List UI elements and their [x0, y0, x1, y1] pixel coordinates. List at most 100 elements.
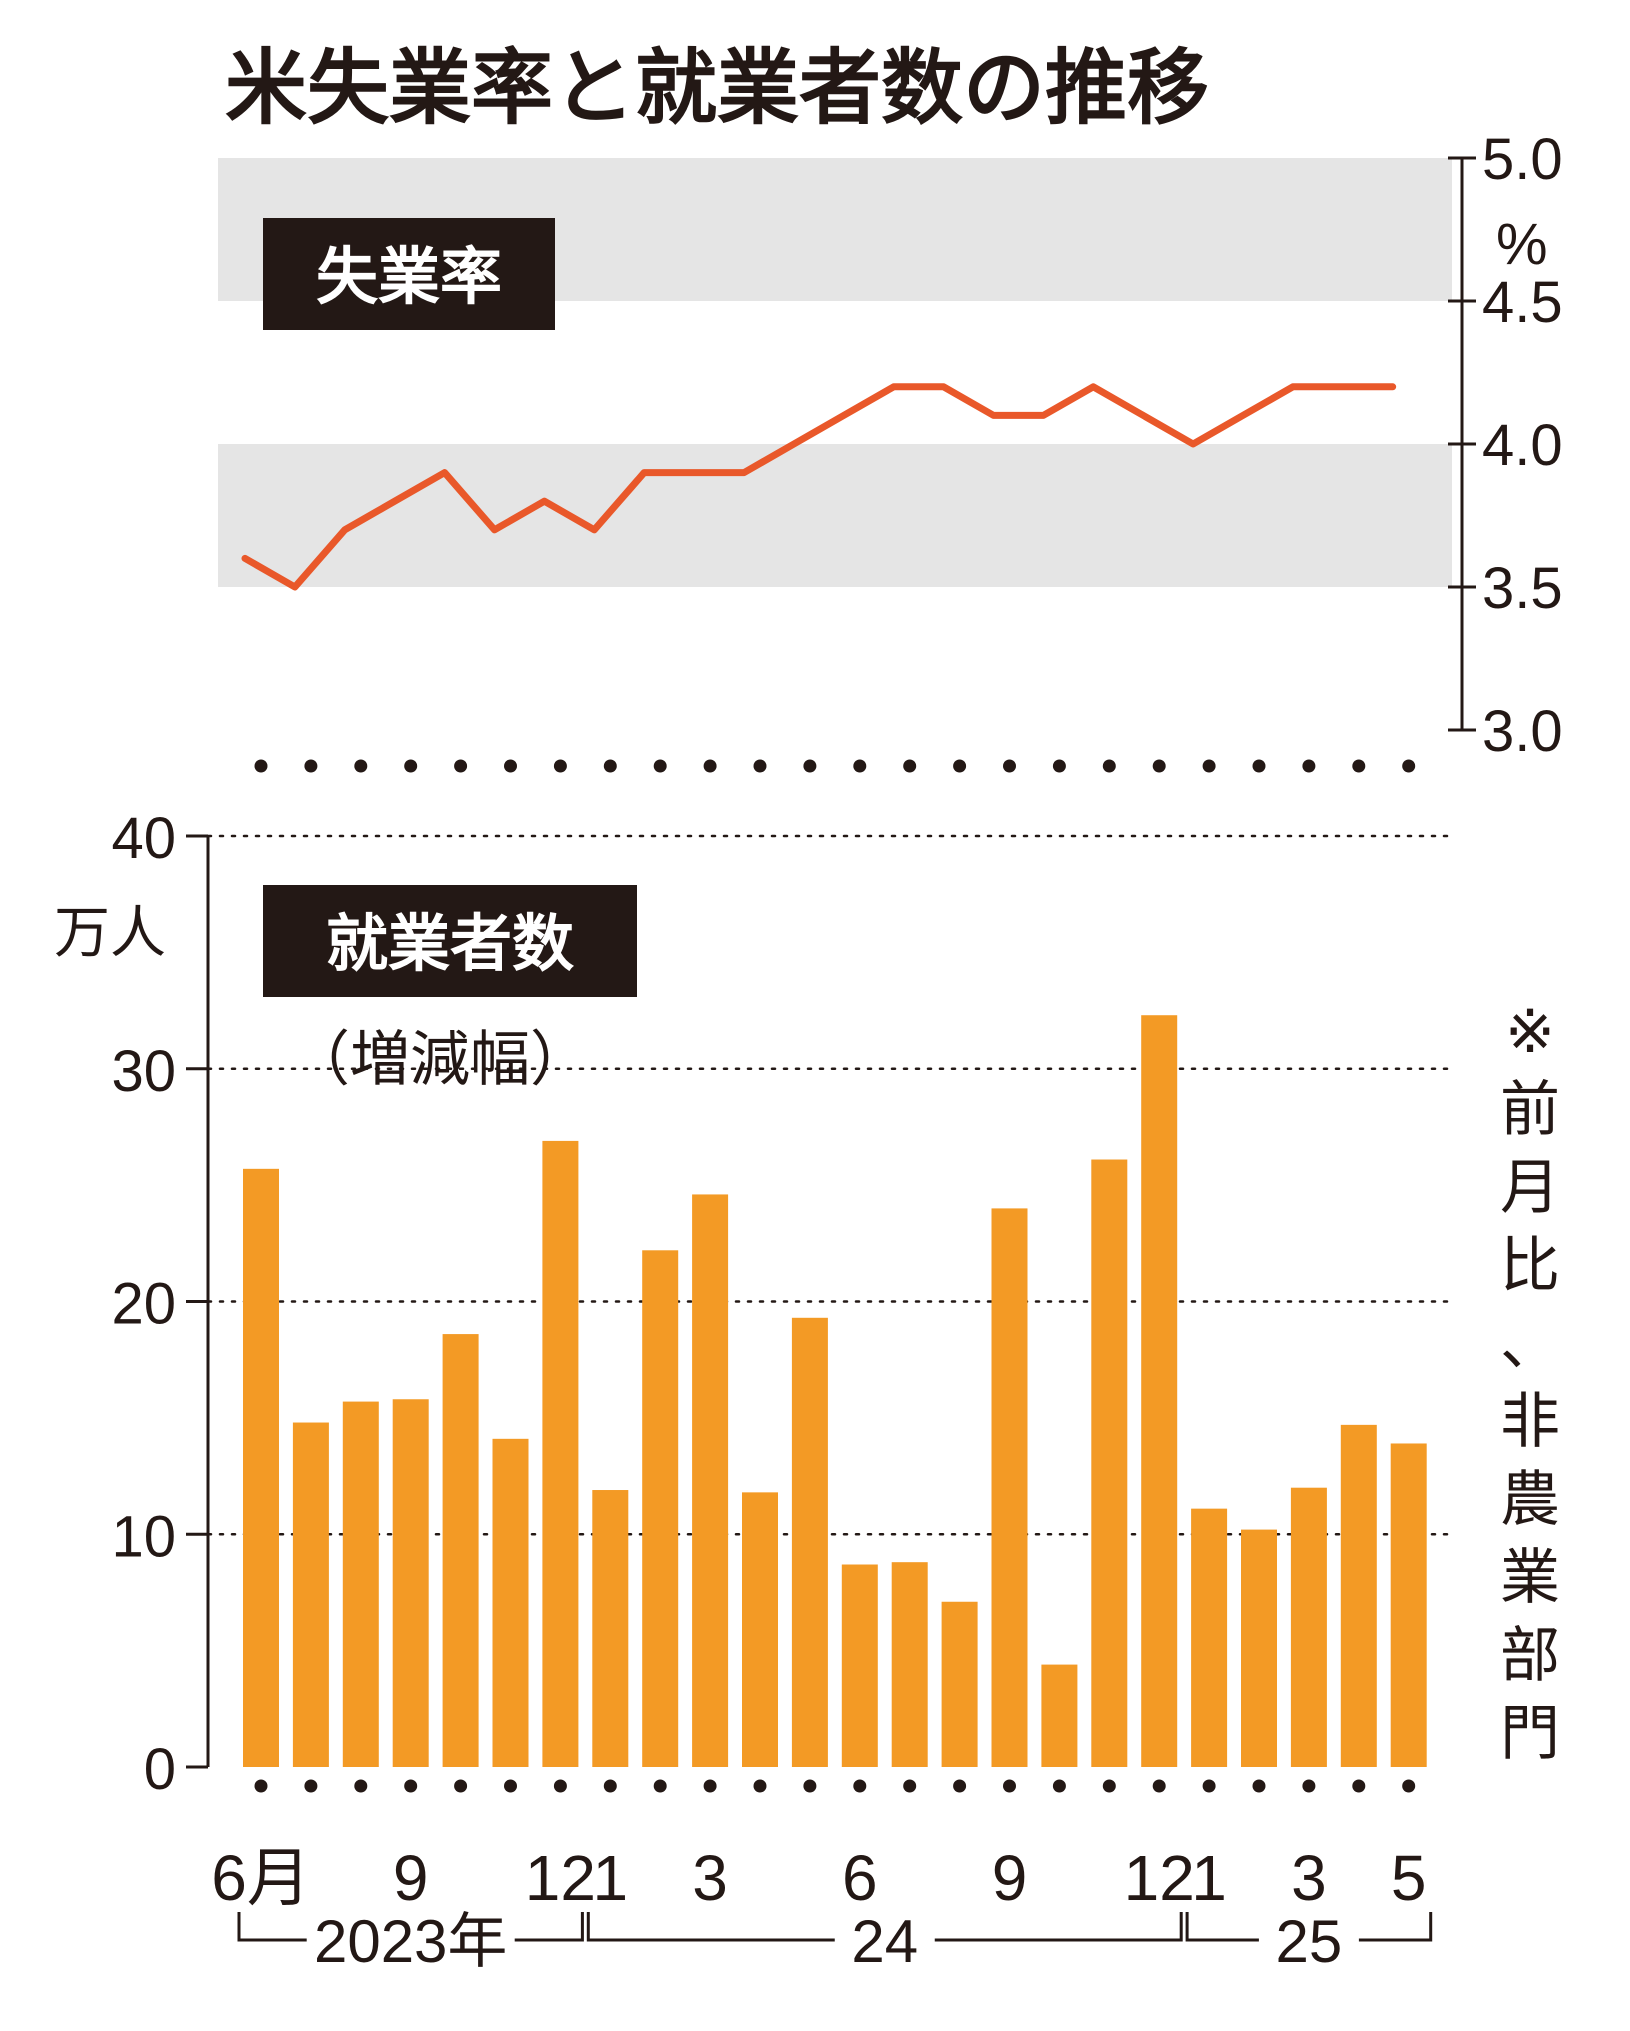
employment-tick-label: 30 [111, 1039, 176, 1104]
separator-dot [1102, 759, 1116, 773]
separator-dot [454, 759, 468, 773]
year-group-label: 2023年 [314, 1908, 507, 1975]
employment-bar [592, 1490, 629, 1767]
unemployment-band-1 [218, 444, 1452, 587]
separator-dot [1102, 1779, 1116, 1793]
employment-note-char: 前 [1500, 1075, 1560, 1145]
separator-dot [1302, 759, 1316, 773]
unemployment-tick-label: 4.5 [1482, 270, 1563, 335]
separator-dot [803, 1779, 817, 1793]
separator-dot [304, 1779, 318, 1793]
x-tick-label: 12 [1124, 1842, 1195, 1914]
employment-bar [891, 1562, 928, 1767]
year-group-bracket-right [934, 1912, 1183, 1942]
separator-dot [603, 759, 617, 773]
employment-bar [692, 1194, 729, 1767]
employment-note-char: 月 [1500, 1153, 1560, 1223]
separator-dot [1402, 1779, 1416, 1793]
employment-bar [1241, 1529, 1277, 1767]
employment-note-char: 部 [1500, 1621, 1560, 1691]
separator-dot [1152, 1779, 1166, 1793]
employment-bar [342, 1401, 379, 1767]
employment-bar [841, 1564, 878, 1767]
employment-sublabel: （増減幅） [290, 1025, 590, 1095]
unemployment-line [241, 383, 1397, 591]
x-axis-tick-labels: 6月 9 121 3 6 9 121 3 5 [211, 1842, 1426, 1914]
separator-dot [1302, 1779, 1316, 1793]
separator-dot [703, 1779, 717, 1793]
separator-dot [603, 1779, 617, 1793]
x-tick-label: 3 [1291, 1842, 1327, 1914]
x-tick-label: 6 [842, 1842, 878, 1914]
separator-dot [553, 1779, 567, 1793]
separator-dot [653, 1779, 667, 1793]
separator-dot [254, 1779, 268, 1793]
separator-dot [1202, 1779, 1216, 1793]
employment-tick-label: 20 [111, 1272, 176, 1337]
x-tick-label: 5 [1391, 1842, 1427, 1914]
x-tick-label: 3 [692, 1842, 728, 1914]
separator-dot [1352, 759, 1366, 773]
employment-bar [1390, 1443, 1427, 1767]
employment-bar [1141, 1015, 1178, 1767]
employment-bar [442, 1334, 479, 1767]
separator-dot [953, 759, 967, 773]
separator-dot [504, 1779, 517, 1793]
year-group-bracket-left [586, 1912, 835, 1942]
separator-dot [753, 1779, 767, 1793]
employment-bar [1340, 1424, 1377, 1767]
separator-dot [703, 759, 717, 773]
employment-tick-label: 40 [111, 806, 176, 871]
unemployment-unit: % [1496, 212, 1548, 277]
year-group-label: 25 [1276, 1908, 1343, 1975]
employment-note-char: 農 [1500, 1465, 1560, 1535]
separator-dot [254, 759, 268, 773]
separator-dot [404, 759, 418, 773]
employment-bar [542, 1140, 579, 1767]
employment-bar [492, 1438, 529, 1767]
employment-note-char: 門 [1500, 1699, 1560, 1769]
unemployment-tick-label: 5.0 [1482, 127, 1563, 192]
unemployment-tick-label: 4.0 [1482, 413, 1563, 478]
separator-dots-bottom [254, 1779, 1416, 1793]
employment-bar [991, 1208, 1028, 1767]
year-group-bracket-right [514, 1912, 584, 1942]
separator-dot [1052, 1779, 1066, 1793]
x-tick-label: 12 [525, 1842, 596, 1914]
chart-title: 米失業率と就業者数の推移 [225, 41, 1209, 136]
separator-dot [653, 759, 667, 773]
employment-note-char: ※ [1505, 997, 1555, 1067]
separator-dot [1252, 759, 1266, 773]
separator-dot [803, 759, 817, 773]
employment-bar [392, 1399, 429, 1767]
employment-y-axis: 40 30 20 10 0 [111, 806, 210, 1802]
separator-dot [853, 759, 867, 773]
separator-dot [753, 759, 767, 773]
separator-dot [1152, 759, 1166, 773]
separator-dot [354, 1779, 368, 1793]
employment-note-char: 非 [1500, 1387, 1560, 1457]
separator-dots-top [254, 759, 1416, 773]
employment-tick-label: 10 [111, 1504, 176, 1569]
x-tick-label: 1 [1191, 1842, 1227, 1914]
employment-note-char: 比 [1500, 1231, 1560, 1301]
employment-tick-label: 0 [144, 1737, 176, 1802]
separator-dot [304, 759, 318, 773]
employment-unit: 万人 [54, 901, 166, 966]
x-tick-label: 9 [393, 1842, 429, 1914]
unemployment-label-box [263, 218, 555, 330]
employment-bar [941, 1601, 978, 1767]
employment-bar [292, 1422, 329, 1767]
employment-note-char: 業 [1500, 1543, 1560, 1613]
separator-dot [1003, 759, 1016, 773]
employment-label: 就業者数 [326, 907, 574, 980]
separator-dot [903, 1779, 917, 1793]
separator-dot [853, 1779, 867, 1793]
separator-dot [1402, 759, 1416, 773]
separator-dot [953, 1779, 967, 1793]
separator-dot [903, 759, 917, 773]
employment-bar [1041, 1664, 1078, 1767]
